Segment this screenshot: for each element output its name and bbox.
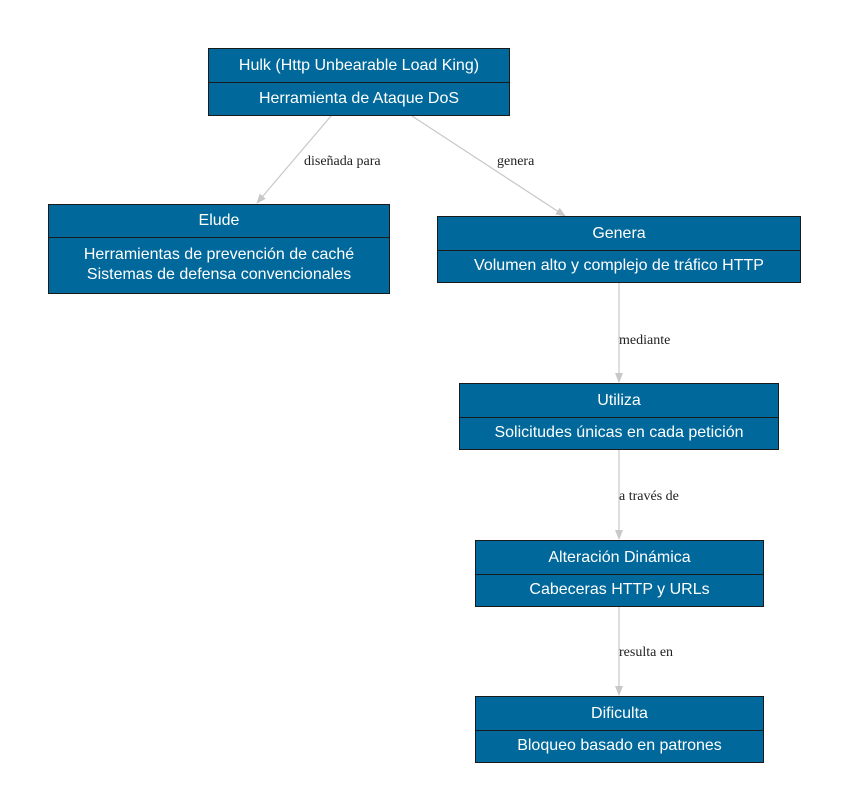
node-utiliza-body: Solicitudes únicas en cada petición [460, 418, 778, 448]
node-elude-title: Elude [49, 205, 389, 238]
node-hulk: Hulk (Http Unbearable Load King) Herrami… [208, 48, 510, 116]
edge-label-mediante: mediante [619, 333, 670, 348]
node-alteracion: Alteración Dinámica Cabeceras HTTP y URL… [475, 540, 764, 607]
node-genera: Genera Volumen alto y complejo de tráfic… [437, 216, 801, 283]
node-dificulta-title: Dificulta [476, 697, 763, 731]
node-dificulta: Dificulta Bloqueo basado en patrones [475, 696, 764, 763]
edge-label-a-traves-de: a través de [619, 489, 679, 504]
node-hulk-body: Herramienta de Ataque DoS [209, 83, 509, 114]
node-alteracion-title: Alteración Dinámica [476, 541, 763, 575]
node-alteracion-line: Cabeceras HTTP y URLs [529, 581, 710, 598]
edge-label-genera: genera [497, 154, 535, 169]
node-utiliza-line: Solicitudes únicas en cada petición [494, 424, 744, 441]
edge-label-resulta-en: resulta en [619, 645, 673, 660]
node-genera-line: Volumen alto y complejo de tráfico HTTP [474, 257, 764, 274]
node-alteracion-body: Cabeceras HTTP y URLs [476, 575, 763, 605]
node-genera-title: Genera [438, 217, 800, 251]
edge-hulk-elude [256, 115, 332, 204]
node-elude: Elude Herramientas de prevención de cach… [48, 204, 390, 294]
node-utiliza-title: Utiliza [460, 384, 778, 418]
node-genera-body: Volumen alto y complejo de tráfico HTTP [438, 251, 800, 281]
node-elude-line-1: Herramientas de prevención de caché [83, 246, 355, 263]
node-dificulta-line: Bloqueo basado en patrones [517, 737, 722, 754]
node-hulk-title: Hulk (Http Unbearable Load King) [209, 49, 509, 83]
node-elude-line-2: Sistemas de defensa convencionales [86, 266, 352, 283]
node-hulk-line: Herramienta de Ataque DoS [258, 89, 460, 107]
node-elude-body: Herramientas de prevención de caché Sist… [49, 238, 389, 292]
node-utiliza: Utiliza Solicitudes únicas en cada petic… [459, 383, 779, 450]
edge-label-disenada-para: diseñada para [304, 154, 381, 169]
edge-hulk-genera [411, 115, 566, 217]
node-dificulta-body: Bloqueo basado en patrones [476, 731, 763, 761]
